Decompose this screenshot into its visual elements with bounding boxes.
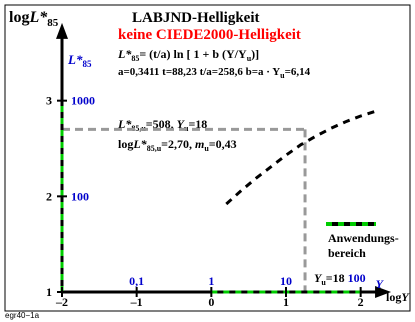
y-axis-label: logL*85 <box>9 9 59 29</box>
footer-code: egr40−1a <box>5 311 40 320</box>
yu-label: Yu=18 100 <box>314 271 366 287</box>
chart-frame <box>4 4 411 312</box>
x-tick-label: –2 <box>55 295 68 309</box>
secondary-x-tick-label: 0,1 <box>129 274 144 288</box>
y-axis-arrow <box>56 22 68 39</box>
secondary-y-tick-label: 1000 <box>71 94 95 108</box>
chart-title: LABJND-Helligkeit <box>132 10 260 26</box>
y-tick-label: 2 <box>46 189 52 203</box>
x-tick-label: 0 <box>208 295 214 309</box>
secondary-x-tick-label: 10 <box>280 274 292 288</box>
reference-line-2: logL*85,u=2,70, mu=0,43 <box>118 137 237 153</box>
x-tick-label: 1 <box>283 295 289 309</box>
y-tick-label: 1 <box>46 285 52 299</box>
chart-plot-area: –2 –1 0 1 2 1 2 3 0,1 1 10 Y 100 1000 <box>46 22 392 309</box>
secondary-x-unit-label: Y <box>376 277 385 291</box>
secondary-x-tick-label: 1 <box>208 274 214 288</box>
legend-line-2: bereich <box>328 246 366 260</box>
formula-line-1: L*85= (t/a) ln [ 1 + b (Y/Yu)] <box>117 47 259 63</box>
legend: Anwendungs- bereich <box>326 222 399 260</box>
legend-line-1: Anwendungs- <box>328 231 399 245</box>
y-tick-label: 3 <box>46 94 52 108</box>
x-tick-label: –1 <box>130 295 143 309</box>
chart-subtitle: keine CIEDE2000-Helligkeit <box>118 27 301 43</box>
x-tick-label: 2 <box>358 295 364 309</box>
x-axis-label: logY <box>386 290 410 304</box>
secondary-y-tick-label: 100 <box>71 189 89 203</box>
formula-line-2: a=0,3411 t=88,23 t/a=258,6 b=a · Yu=6,14 <box>118 66 311 80</box>
x-axis-arrow <box>375 286 392 298</box>
series-line <box>225 109 377 206</box>
secondary-y-unit-label: L*85 <box>67 52 92 69</box>
